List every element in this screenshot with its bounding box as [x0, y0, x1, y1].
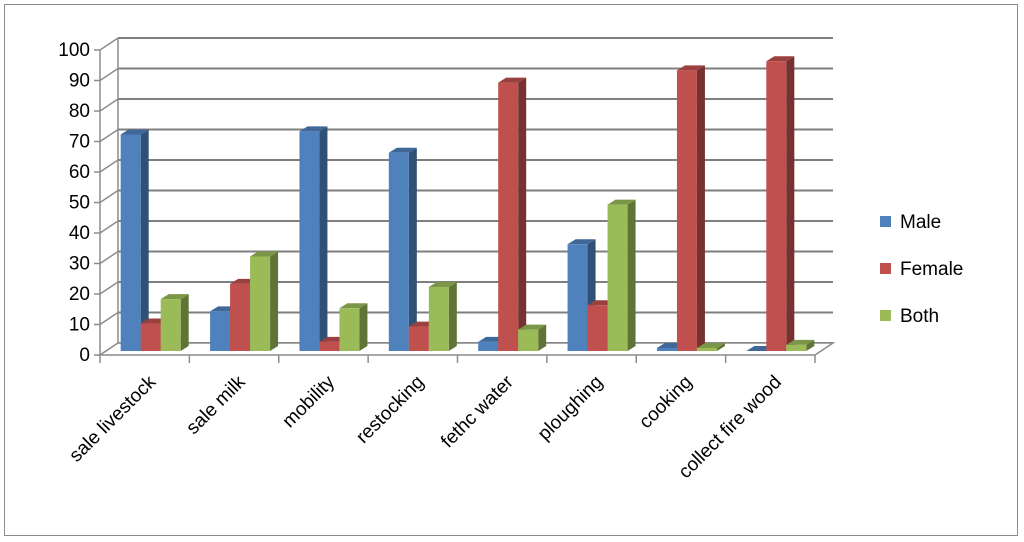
- x-tick-label: sale livestock: [65, 371, 160, 466]
- bar-top: [160, 294, 189, 300]
- bar-female: [587, 305, 608, 351]
- x-tick-label: ploughing: [534, 372, 607, 445]
- bar-female: [319, 341, 340, 351]
- bar-female: [766, 61, 787, 351]
- bar-top: [567, 239, 596, 245]
- bar-female: [408, 326, 429, 351]
- bar-side: [448, 281, 457, 351]
- y-tick-label: 30: [69, 254, 90, 275]
- bar-side: [359, 303, 368, 351]
- bar-top: [676, 65, 705, 71]
- bar-male: [567, 244, 588, 351]
- bar-top: [607, 199, 636, 205]
- bar-both: [607, 204, 628, 351]
- bar-both: [428, 286, 449, 351]
- side-gridline: [99, 220, 119, 234]
- y-tick-label: 100: [58, 40, 90, 61]
- bar-top: [766, 56, 795, 62]
- bar-both: [696, 347, 717, 351]
- y-tick-label: 60: [69, 162, 90, 183]
- side-gridline: [99, 37, 119, 51]
- bar-side: [140, 129, 149, 351]
- bar-both: [160, 299, 181, 351]
- bar-male: [120, 134, 141, 351]
- y-tick-label: 90: [69, 71, 90, 92]
- side-gridline: [99, 250, 119, 265]
- bar-side: [408, 147, 417, 351]
- y-tick-label: 70: [69, 132, 90, 153]
- y-tick-label: 40: [69, 223, 90, 244]
- legend-label: Male: [900, 212, 941, 233]
- side-gridline: [99, 98, 119, 112]
- x-tick-label: fethc water: [437, 371, 518, 452]
- bar-female: [140, 323, 161, 351]
- bar-side: [538, 324, 547, 351]
- bar-male: [210, 311, 231, 351]
- bar-female: [676, 70, 697, 352]
- bar-side: [518, 77, 527, 351]
- bar-top: [696, 342, 725, 348]
- side-gridline: [99, 67, 119, 82]
- bar-side: [627, 199, 636, 351]
- y-tick-label: 0: [79, 345, 90, 366]
- bar-side: [696, 65, 705, 352]
- bar-male: [656, 347, 677, 351]
- bar-top: [120, 129, 149, 135]
- bar-side: [319, 126, 328, 352]
- chart-floor: [97, 342, 836, 356]
- bar-side: [786, 56, 795, 351]
- y-tick-label: 50: [69, 193, 90, 214]
- legend-swatch: [880, 216, 891, 227]
- bar-top: [428, 281, 457, 287]
- bar-top: [388, 147, 417, 153]
- legend-swatch: [880, 310, 891, 321]
- bar-side: [180, 294, 189, 351]
- bar-both: [250, 256, 271, 351]
- bar-top: [339, 303, 368, 309]
- x-tick-label: sale milk: [182, 371, 249, 438]
- bar-male: [388, 152, 409, 351]
- y-tick-label: 10: [69, 315, 90, 336]
- bar-side: [270, 251, 279, 351]
- bar-female: [498, 82, 519, 351]
- legend-label: Female: [900, 259, 963, 280]
- bar-male: [478, 341, 499, 351]
- y-tick-label: 80: [69, 101, 90, 122]
- bar-side: [716, 342, 725, 351]
- bar-top: [498, 77, 527, 83]
- bar-top: [250, 251, 279, 257]
- legend-swatch: [880, 263, 891, 274]
- side-gridline: [99, 311, 119, 326]
- side-gridline: [99, 281, 119, 295]
- bar-top: [299, 126, 328, 132]
- side-gridline: [99, 128, 119, 143]
- x-tick-label: restocking: [352, 372, 428, 448]
- x-tick-label: mobility: [279, 371, 340, 432]
- y-tick-label: 20: [69, 284, 90, 305]
- bar-male: [299, 131, 320, 351]
- bar-side: [806, 339, 815, 351]
- bar-both: [786, 344, 807, 351]
- side-gridline: [99, 189, 119, 204]
- side-gridline: [99, 159, 119, 173]
- x-tick-label: cooking: [635, 372, 696, 433]
- bar-female: [230, 283, 251, 351]
- bar-top: [518, 324, 547, 330]
- bar-both: [518, 329, 539, 351]
- legend-label: Both: [900, 306, 939, 327]
- bar-both: [339, 308, 360, 351]
- bar-top: [786, 339, 815, 345]
